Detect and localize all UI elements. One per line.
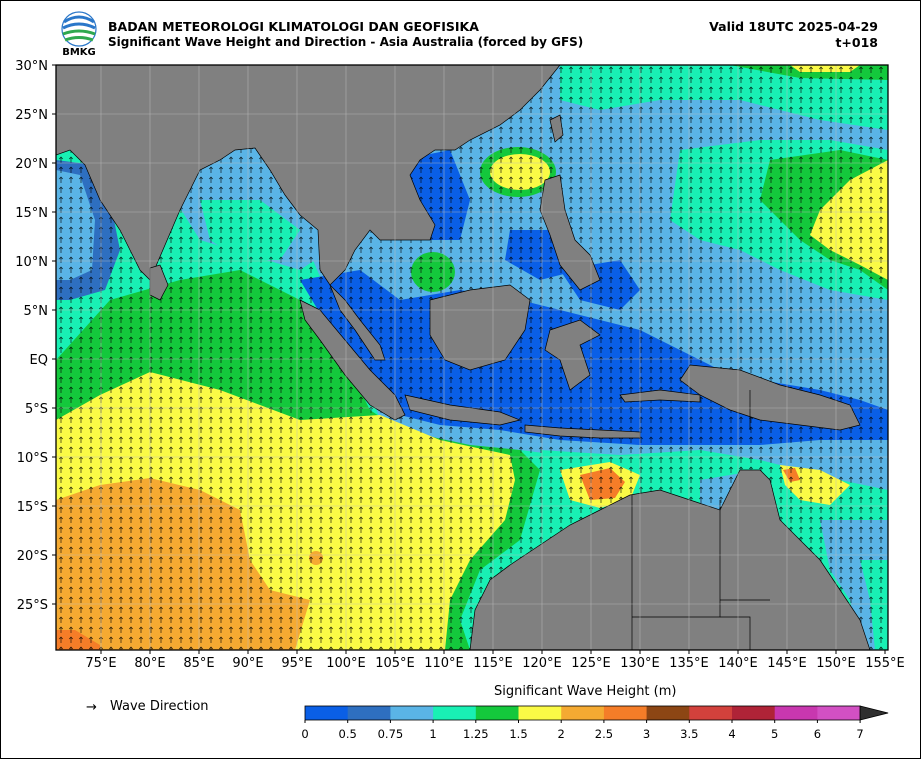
- lat-label: 25°N: [15, 108, 48, 123]
- lon-label: 115°E: [473, 656, 513, 671]
- colorbar-cell: [433, 706, 477, 720]
- map-fields: [56, 65, 888, 650]
- colorbar-cell: [561, 706, 605, 720]
- lat-label: 5°S: [25, 402, 48, 417]
- colorbar-cell: [305, 706, 349, 720]
- colorbar-tick-label: 3.5: [680, 727, 698, 741]
- colorbar-tick-label: 2: [558, 727, 565, 741]
- colorbar-tick-label: 0.75: [378, 727, 404, 741]
- forecast-step: t+018: [835, 35, 878, 50]
- colorbar-tick-label: 4: [728, 727, 735, 741]
- colorbar-cell: [774, 706, 818, 720]
- lat-label: 20°S: [17, 549, 48, 564]
- org-title: BADAN METEOROLOGI KLIMATOLOGI DAN GEOFIS…: [108, 19, 479, 34]
- colorbar-cell: [646, 706, 690, 720]
- lon-label: 90°E: [232, 656, 263, 671]
- lon-label: 85°E: [183, 656, 214, 671]
- gridlines: [56, 65, 888, 650]
- map-border: [55, 64, 889, 651]
- lon-label: 120°E: [522, 656, 562, 671]
- colorbar-tick-label: 6: [814, 727, 821, 741]
- colorbar-cell: [347, 706, 391, 720]
- lon-label: 100°E: [326, 656, 366, 671]
- colorbar-tick-label: 0.5: [339, 727, 357, 741]
- map-subtitle: Significant Wave Height and Direction - …: [108, 35, 584, 49]
- lon-ticks: 75°E 80°E 85°E 90°E 95°E 100°E 105°E 110°E 115°E…: [85, 650, 905, 671]
- land-masses: [56, 65, 871, 650]
- lat-label: 20°N: [15, 157, 48, 172]
- lon-label: 135°E: [669, 656, 709, 671]
- lon-label: 130°E: [620, 656, 660, 671]
- colorbar-cell: [732, 706, 776, 720]
- colorbar-cells: [304, 705, 889, 721]
- colorbar-tick-labels: 0 0.5 0.75 1 1.25 1.5 2 2.5 3 3.5 4 5 6 7: [301, 720, 864, 741]
- logo-text: BMKG: [62, 47, 96, 56]
- wave-direction-arrow-icon: →: [86, 700, 97, 715]
- colorbar-cell: [475, 706, 519, 720]
- lon-label: 145°E: [767, 656, 807, 671]
- colorbar-tick-label: 1.5: [509, 727, 527, 741]
- colorbar-cell: [603, 706, 648, 720]
- lon-label: 110°E: [424, 656, 464, 671]
- lat-label: 10°N: [15, 255, 48, 270]
- colorbar-tick-label: 5: [771, 727, 778, 741]
- colorbar-cell: [390, 706, 434, 720]
- colorbar-tick-label: 0: [301, 727, 308, 741]
- lat-label: 30°N: [15, 59, 48, 74]
- lon-label: 80°E: [134, 656, 165, 671]
- valid-time: Valid 18UTC 2025-04-29: [709, 19, 878, 34]
- colorbar-tick-label: 1.25: [463, 727, 489, 741]
- colorbar-cell: [518, 706, 562, 720]
- lon-label: 125°E: [571, 656, 611, 671]
- colorbar-outline: [304, 705, 861, 721]
- lon-label: 75°E: [85, 656, 116, 671]
- colorbar-extend-arrow: [859, 705, 889, 721]
- lat-ticks: 30°N 25°N 20°N 15°N 10°N 5°N EQ 5°S 10°S 15°S 20°S…: [15, 59, 56, 613]
- lon-label: 95°E: [281, 656, 312, 671]
- lon-label: 150°E: [816, 656, 856, 671]
- lon-label: 105°E: [375, 656, 415, 671]
- lat-label: 5°N: [24, 304, 49, 319]
- colorbar-title: Significant Wave Height (m): [494, 684, 677, 699]
- lat-label: EQ: [30, 353, 48, 368]
- colorbar-cell: [689, 706, 733, 720]
- colorbar-tick-label: 3: [643, 727, 650, 741]
- colorbar-tick-label: 7: [856, 727, 863, 741]
- colorbar-tick-label: 2.5: [595, 727, 613, 741]
- lat-label: 15°N: [15, 206, 48, 221]
- lat-label: 10°S: [17, 451, 48, 466]
- border-lines: [631, 390, 770, 650]
- wave-direction-label: Wave Direction: [110, 699, 209, 714]
- colorbar-tick-label: 1: [429, 727, 436, 741]
- bmkg-logo: BMKG: [61, 11, 97, 56]
- lon-label: 140°E: [718, 656, 758, 671]
- lat-label: 15°S: [17, 500, 48, 515]
- lat-label: 25°S: [17, 598, 48, 613]
- lon-label: 155°E: [865, 656, 905, 671]
- colorbar-cell: [817, 706, 861, 720]
